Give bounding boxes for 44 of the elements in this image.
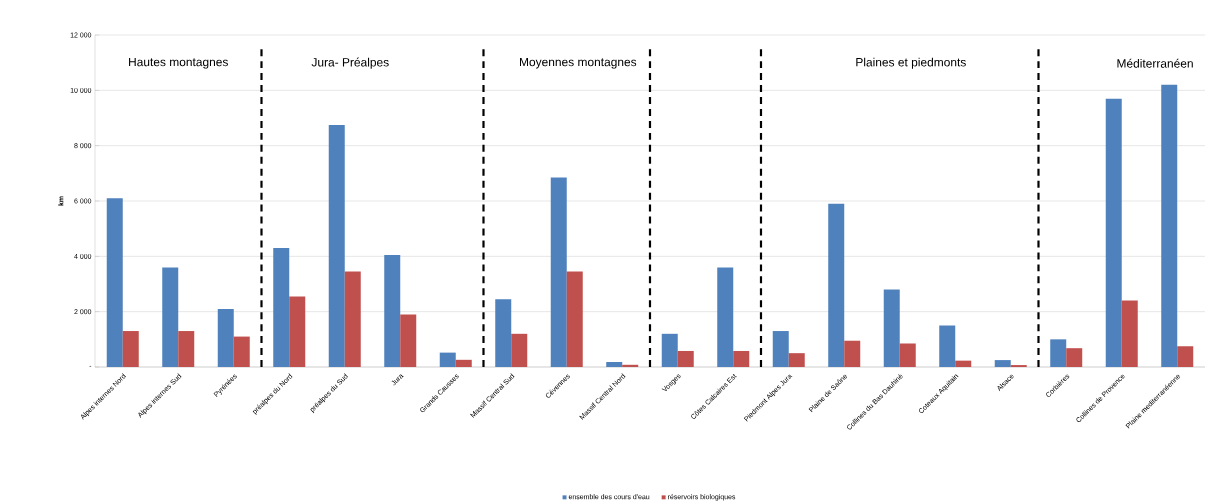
annotation: Plaines et piedmonts: [856, 57, 966, 69]
bar: [511, 333, 528, 368]
bar: [455, 359, 472, 368]
bar: [384, 254, 401, 368]
bar: [217, 308, 234, 368]
bar: [788, 353, 805, 368]
bar: [677, 350, 694, 368]
bar: [844, 340, 861, 368]
bar: [772, 331, 789, 368]
bar: [273, 248, 290, 368]
annotation: Méditerranéen: [1117, 58, 1193, 68]
bar: [606, 362, 623, 368]
bar: [994, 360, 1011, 368]
bar: [899, 343, 916, 368]
bar: [122, 331, 139, 368]
bar: [344, 271, 361, 368]
bar: [233, 336, 250, 368]
bar: [883, 289, 900, 368]
bar: [1105, 98, 1122, 368]
bar: [661, 333, 678, 368]
bar: [1050, 339, 1067, 368]
bar: [955, 360, 972, 368]
bar: [289, 296, 306, 368]
bar: [178, 331, 195, 368]
bar: [1161, 84, 1178, 368]
bar: [1066, 348, 1083, 368]
bar: [622, 364, 639, 368]
bar: [495, 299, 512, 368]
bar: [439, 352, 456, 368]
bar: [1177, 346, 1194, 368]
bar: [400, 314, 417, 368]
bar: [1121, 300, 1138, 368]
annotation: Moyennes montagnes: [520, 57, 637, 69]
bar: [717, 267, 734, 368]
bar: [939, 325, 956, 368]
bar: [328, 124, 345, 368]
bar: [106, 198, 123, 368]
bar: [566, 271, 583, 368]
bar: [828, 203, 845, 368]
bar: [550, 177, 567, 368]
bar: [162, 267, 179, 368]
bar: [733, 350, 750, 368]
annotation: Jura- Préalpes: [311, 57, 389, 69]
annotation: Hautes montagnes: [129, 57, 228, 69]
